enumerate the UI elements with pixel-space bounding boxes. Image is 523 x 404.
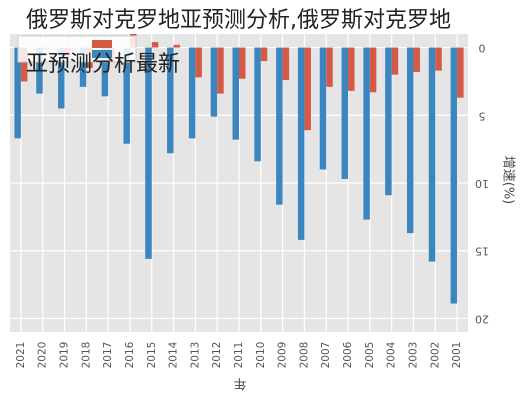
- x-tick-label: 2020: [37, 342, 49, 369]
- x-tick-label: 2008: [298, 342, 310, 369]
- bar: [20, 47, 28, 82]
- bar: [145, 47, 152, 259]
- x-tick-label: 2018: [80, 342, 92, 369]
- legend-swatch: [92, 40, 112, 48]
- bar: [457, 47, 464, 98]
- bar: [435, 47, 442, 71]
- bar: [254, 47, 261, 162]
- x-tick-label: 2013: [189, 342, 201, 369]
- x-tick-label: 2014: [168, 341, 180, 368]
- bar: [363, 47, 370, 220]
- bar: [282, 47, 290, 81]
- bar: [369, 47, 377, 93]
- x-tick-label: 2007: [320, 342, 332, 369]
- legend-box: [17, 35, 137, 63]
- bar: [450, 47, 458, 304]
- bar: [297, 47, 305, 240]
- bar: [14, 47, 21, 139]
- bar: [413, 47, 420, 72]
- bar: [195, 47, 202, 78]
- y-axis-label: 增速(%): [501, 156, 516, 205]
- bar: [79, 47, 87, 87]
- bar: [385, 47, 392, 196]
- legend-swatch: [92, 50, 112, 58]
- bar: [188, 47, 196, 139]
- bar: [304, 47, 311, 131]
- y-tick-label: 15: [475, 245, 489, 258]
- bar: [167, 47, 174, 154]
- x-tick-label: 2015: [146, 342, 158, 369]
- x-tick-label: 2019: [59, 342, 71, 369]
- x-tick-label: 2016: [124, 341, 136, 368]
- x-tick-label: 2001: [451, 342, 463, 369]
- chart-title-line-1: 俄罗斯对克罗地亚预测分析,俄罗斯对克罗地: [26, 8, 451, 33]
- bar: [276, 47, 283, 205]
- chart-title-line-2: 亚预测分析最新: [26, 52, 181, 77]
- bar: [319, 47, 327, 170]
- x-tick-label: 2011: [233, 342, 245, 369]
- bar: [260, 47, 268, 62]
- bar: [232, 47, 239, 140]
- x-tick-label: 2005: [364, 342, 376, 369]
- x-tick-label: 2012: [211, 342, 223, 369]
- x-tick-label: 2004: [386, 341, 398, 368]
- x-axis-label: 年: [233, 376, 246, 391]
- bar: [406, 47, 414, 234]
- x-tick-label: 2002: [429, 342, 441, 369]
- bar: [123, 47, 130, 144]
- bar: [217, 47, 224, 94]
- x-tick-label: 2017: [102, 342, 114, 369]
- bar: [348, 47, 355, 91]
- x-tick-label: 2003: [407, 342, 419, 369]
- bar: [239, 47, 246, 79]
- bar: [428, 47, 436, 262]
- y-tick-label: 0: [479, 42, 486, 55]
- bar: [391, 47, 399, 75]
- x-tick-label: 2010: [255, 342, 267, 369]
- bar: [173, 44, 181, 48]
- bar: [210, 47, 218, 117]
- y-tick-label: 10: [475, 177, 489, 190]
- bar: [151, 42, 159, 48]
- y-tick-label: 5: [479, 109, 486, 122]
- bar: [341, 47, 349, 179]
- bar: [101, 47, 109, 97]
- x-tick-label: 2021: [15, 342, 27, 369]
- y-tick-label: 20: [475, 312, 489, 325]
- bar: [36, 47, 43, 94]
- x-tick-label: 2009: [277, 342, 289, 369]
- bar: [58, 47, 65, 109]
- x-tick-label: 2006: [342, 341, 354, 368]
- bar: [326, 47, 333, 87]
